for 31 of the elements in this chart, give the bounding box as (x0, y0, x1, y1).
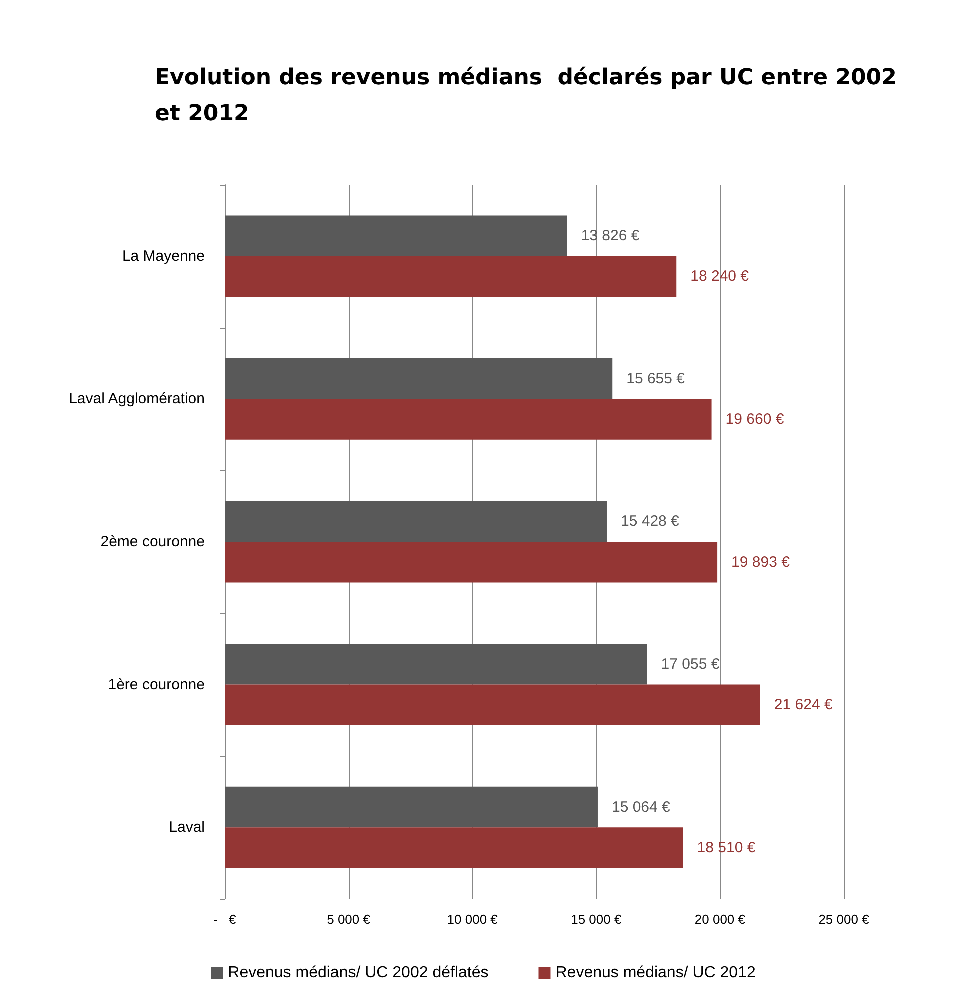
y-tick-label: Laval (169, 819, 205, 836)
x-tick-label: 15 000 € (571, 912, 622, 927)
data-label: 15 655 € (626, 370, 686, 388)
legend-label: Revenus médians/ UC 2002 déflatés (228, 964, 489, 982)
bar (225, 644, 648, 685)
bar (225, 828, 684, 868)
y-tick-label: La Mayenne (122, 248, 205, 265)
data-label: 15 428 € (620, 513, 680, 530)
data-label: 21 624 € (774, 696, 834, 714)
x-tick-label: 25 000 € (818, 912, 870, 927)
x-tick-label: 10 000 € (447, 912, 499, 927)
bar (225, 501, 607, 542)
x-tick-label: - € (214, 912, 237, 927)
x-tick-label: 5 000 € (327, 912, 372, 927)
chart-title: Evolution des revenus médians déclarés par UC entre 2002 et 2012 (155, 66, 905, 126)
data-label: 17 055 € (661, 656, 720, 673)
y-tick-label: 1ère couronne (108, 676, 205, 694)
data-label: 19 660 € (726, 411, 785, 428)
bar (225, 542, 718, 583)
data-label: 15 064 € (612, 798, 672, 816)
bar (225, 256, 677, 298)
x-tick-label: 20 000 € (694, 912, 746, 927)
y-tick-label: 2ème couronne (100, 534, 205, 550)
bar (225, 216, 568, 256)
bar (225, 358, 613, 400)
data-label: 19 893 € (732, 554, 791, 571)
y-tick-label: Laval Agglomération (69, 390, 205, 408)
bar (225, 786, 598, 828)
bar (225, 399, 712, 440)
legend-label: Revenus médians/ UC 2012 (556, 964, 756, 982)
bar (225, 684, 760, 726)
